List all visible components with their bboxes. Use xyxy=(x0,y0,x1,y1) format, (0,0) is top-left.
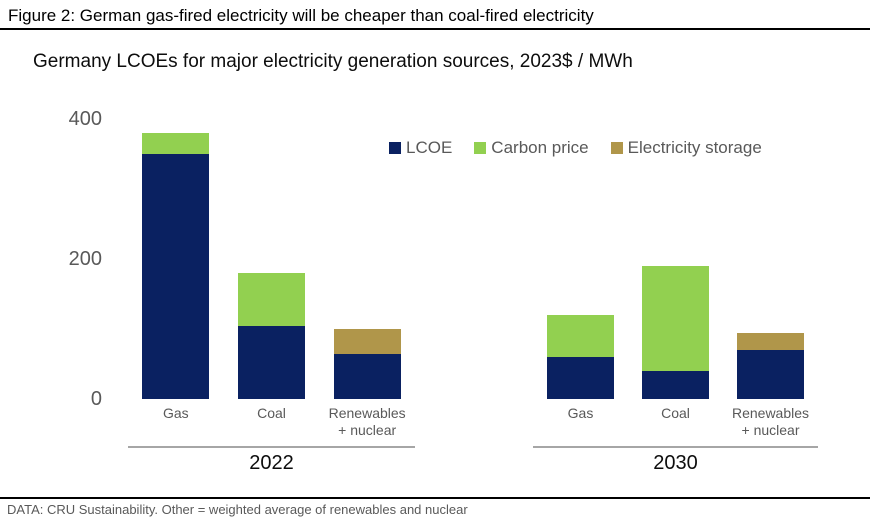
bar-segment-2030-gas-lcoe xyxy=(547,357,614,399)
legend-item-carbon-price: Carbon price xyxy=(474,138,589,158)
bar-segment-2022-gas-carbon-price xyxy=(142,133,210,154)
group-label-2030: 2030 xyxy=(653,452,698,474)
category-label-2030-renewables: Renewables + nuclear xyxy=(731,405,810,438)
group-axis-line-2030 xyxy=(533,446,818,448)
bar-segment-2022-renewables-lcoe xyxy=(333,353,401,399)
bar-segment-2030-renewables-lcoe xyxy=(737,350,804,399)
legend-item-lcoe: LCOE xyxy=(389,138,452,158)
y-axis-tick-label-200: 200 xyxy=(68,248,102,270)
footer-rule xyxy=(0,497,870,499)
figure-title: Figure 2: German gas-fired electricity w… xyxy=(8,6,594,25)
legend-label-lcoe: LCOE xyxy=(406,138,453,157)
bar-segment-2022-renewables-electricity-storage xyxy=(333,329,401,354)
category-label-2030-coal: Coal xyxy=(661,405,690,421)
group-label-2022: 2022 xyxy=(249,452,294,474)
y-axis-tick-label-400: 400 xyxy=(68,108,102,130)
bar-segment-2022-gas-lcoe xyxy=(142,154,210,399)
bar-segment-2030-coal-carbon-price xyxy=(642,266,709,371)
bar-segment-2022-coal-lcoe xyxy=(238,325,305,399)
bar-segment-2030-coal-lcoe xyxy=(642,371,709,399)
group-axis-line-2022 xyxy=(128,446,415,448)
chart-legend: LCOE Carbon price Electricity storage xyxy=(389,138,762,158)
y-axis-tick-label-0: 0 xyxy=(90,388,102,410)
legend-swatch-lcoe-icon xyxy=(389,142,401,154)
category-label-2022-renewables: Renewables + nuclear xyxy=(328,405,406,438)
chart-subtitle: Germany LCOEs for major electricity gene… xyxy=(33,51,633,72)
source-note: DATA: CRU Sustainability. Other = weight… xyxy=(7,502,468,517)
legend-label-electricity-storage: Electricity storage xyxy=(627,138,762,157)
bar-segment-2022-coal-carbon-price xyxy=(238,273,305,326)
legend-item-electricity-storage: Electricity storage xyxy=(610,138,762,158)
legend-swatch-electricity-storage-icon xyxy=(610,142,623,154)
category-label-2022-gas: Gas xyxy=(162,405,189,421)
bar-segment-2030-renewables-electricity-storage xyxy=(737,332,804,350)
legend-swatch-carbon-price-icon xyxy=(474,142,487,154)
bar-segment-2030-gas-carbon-price xyxy=(547,315,614,357)
figure-title-rule: Figure 2: German gas-fired electricity w… xyxy=(0,0,870,30)
legend-label-carbon-price: Carbon price xyxy=(491,138,589,157)
category-label-2030-gas: Gas xyxy=(567,405,594,421)
category-label-2022-coal: Coal xyxy=(257,405,286,421)
